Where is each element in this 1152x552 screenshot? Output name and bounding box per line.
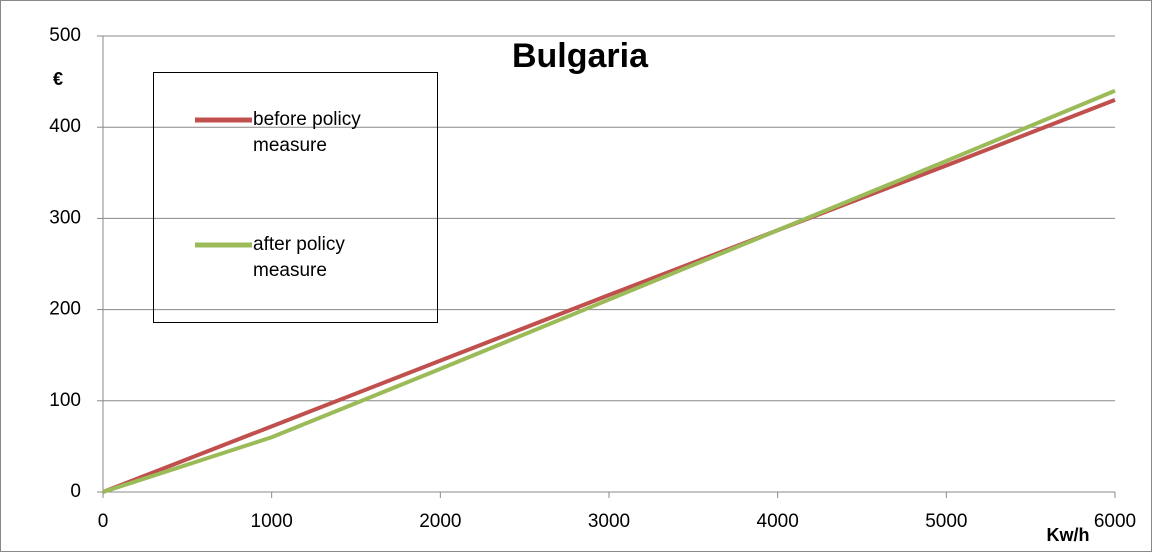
line-series <box>102 88 1116 494</box>
x-tick-label: 3000 <box>588 511 630 532</box>
y-tick-label: 500 <box>49 25 81 46</box>
legend-label: before policy measure <box>253 109 361 156</box>
y-tick-label: 0 <box>70 481 81 502</box>
y-axis-label: € <box>53 69 63 89</box>
x-tick-label: 2000 <box>419 511 461 532</box>
line-series <box>102 97 1116 494</box>
y-tick-label: 400 <box>49 116 81 137</box>
chart-title: Bulgaria <box>512 37 649 75</box>
legend-label: after policy measure <box>253 234 345 281</box>
legend-box <box>153 72 438 323</box>
x-tick-label: 4000 <box>757 511 799 532</box>
x-tick-label: 5000 <box>925 511 967 532</box>
y-tick-label: 200 <box>49 299 81 320</box>
x-tick-label: 6000 <box>1094 511 1136 532</box>
x-tick-label: 1000 <box>251 511 293 532</box>
x-tick-label: 0 <box>98 511 109 532</box>
x-axis-label: Kw/h <box>1047 525 1090 545</box>
y-tick-label: 100 <box>49 390 81 411</box>
y-tick-label: 300 <box>49 207 81 228</box>
